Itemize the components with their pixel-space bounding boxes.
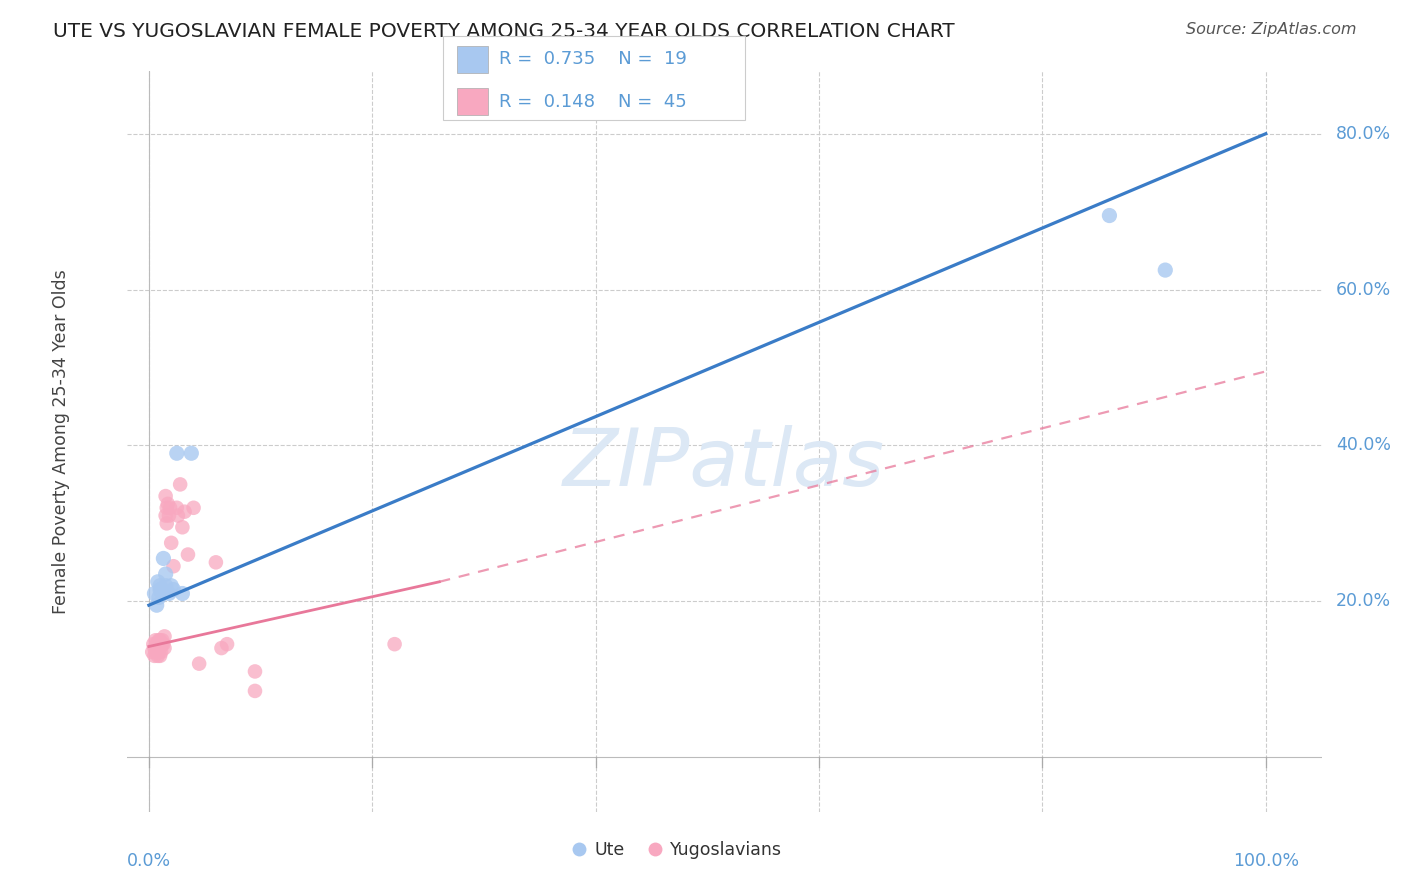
Point [1098, 209, 1121, 223]
Point [141, 645, 163, 659]
Text: 40.0%: 40.0% [1336, 436, 1391, 454]
Point [384, 637, 406, 651]
Point [152, 551, 174, 566]
Point [156, 497, 179, 511]
Point [177, 548, 200, 562]
Point [145, 598, 167, 612]
Text: 80.0%: 80.0% [1336, 125, 1391, 143]
Point [150, 645, 173, 659]
Point [160, 536, 183, 550]
Point [148, 633, 170, 648]
Text: 60.0%: 60.0% [1336, 281, 1391, 299]
Point [172, 520, 194, 534]
Text: Female Poverty Among 25-34 Year Olds: Female Poverty Among 25-34 Year Olds [52, 269, 70, 614]
Point [162, 582, 184, 597]
Point [149, 648, 172, 663]
Point [148, 591, 170, 605]
Point [146, 574, 169, 589]
Point [1154, 263, 1177, 277]
Point [243, 665, 266, 679]
Point [150, 633, 173, 648]
Point [157, 586, 180, 600]
Point [150, 637, 173, 651]
Text: 0.0%: 0.0% [127, 853, 172, 871]
Point [150, 586, 173, 600]
Point [152, 637, 174, 651]
Point [169, 477, 191, 491]
Point [143, 648, 166, 663]
Point [150, 637, 173, 651]
Text: UTE VS YUGOSLAVIAN FEMALE POVERTY AMONG 25-34 YEAR OLDS CORRELATION CHART: UTE VS YUGOSLAVIAN FEMALE POVERTY AMONG … [53, 22, 955, 41]
Point [166, 500, 188, 515]
Point [145, 633, 167, 648]
Point [148, 645, 170, 659]
Point [156, 500, 179, 515]
Text: R =  0.735    N =  19: R = 0.735 N = 19 [499, 51, 688, 69]
Point [153, 641, 176, 656]
Point [149, 582, 172, 597]
Point [166, 446, 188, 460]
Text: 100.0%: 100.0% [1233, 853, 1299, 871]
Point [188, 657, 211, 671]
Point [162, 559, 184, 574]
Point [205, 555, 228, 569]
Text: 20.0%: 20.0% [1336, 592, 1391, 610]
Point [149, 641, 172, 656]
Point [180, 446, 202, 460]
Point [160, 579, 183, 593]
Point [153, 629, 176, 643]
Point [145, 645, 167, 659]
Point [155, 489, 177, 503]
Point [215, 637, 238, 651]
Point [149, 579, 172, 593]
Point [143, 586, 166, 600]
Text: R =  0.148    N =  45: R = 0.148 N = 45 [499, 93, 688, 111]
Point [172, 586, 194, 600]
Text: Source: ZipAtlas.com: Source: ZipAtlas.com [1187, 22, 1357, 37]
Legend: Ute, Yugoslavians: Ute, Yugoslavians [564, 834, 789, 866]
Point [149, 633, 172, 648]
Point [157, 508, 180, 523]
Point [142, 637, 165, 651]
Point [146, 648, 169, 663]
Point [173, 505, 195, 519]
Point [150, 582, 173, 597]
Point [145, 645, 167, 659]
Point [167, 508, 190, 523]
Point [211, 641, 233, 656]
Point [145, 637, 167, 651]
Point [155, 567, 177, 582]
Point [159, 500, 181, 515]
Point [156, 516, 179, 531]
Point [155, 508, 177, 523]
Point [183, 500, 205, 515]
Text: ZIPatlas: ZIPatlas [562, 425, 886, 503]
Point [143, 641, 166, 656]
Point [243, 684, 266, 698]
Point [146, 637, 169, 651]
Point [155, 579, 177, 593]
